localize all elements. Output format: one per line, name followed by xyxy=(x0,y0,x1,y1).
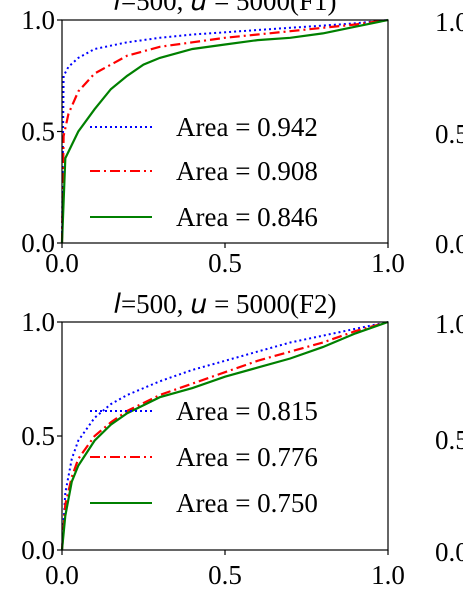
x-tick-label: 0.5 xyxy=(208,560,242,590)
series-line-2 xyxy=(60,320,389,551)
chart-title: l=500, u = 5000(F1) xyxy=(113,0,336,17)
title-var-l: l xyxy=(113,289,121,320)
legend-label-2: Area = 0.750 xyxy=(176,488,318,518)
partial-y-tick-label: 1.0 xyxy=(435,309,463,339)
title-var-l: l xyxy=(113,0,121,17)
partial-y-tick-label: 0.0 xyxy=(435,229,463,259)
roc-panel-f1: l=500, u = 5000(F1) 0.00.0 0.5 0.5 1.0 1.0 Are… xyxy=(21,0,405,278)
y-tick-label: 1.0 xyxy=(21,307,55,337)
series-line-1 xyxy=(60,320,389,551)
partial-y-tick-label: 1.0 xyxy=(435,7,463,37)
x-tick-label: 0.5 xyxy=(208,248,242,278)
partial-y-tick-label: 0.5 xyxy=(435,425,463,455)
title-text-end: = 5000(F2) xyxy=(207,289,336,319)
legend-label-1: Area = 0.908 xyxy=(176,156,318,186)
title-text-end: = 5000(F1) xyxy=(207,0,336,16)
partial-right-panels: 1.0 0.5 0.0 1.0 0.5 0.0 xyxy=(435,7,463,567)
x-tick-label: 1.0 xyxy=(371,560,405,590)
x-tick-label: 1.0 xyxy=(371,248,405,278)
partial-y-tick-label: 0.0 xyxy=(435,537,463,567)
title-text-mid: =500, xyxy=(121,289,190,319)
roc-panel-f2: l=500, u = 5000(F2) 0.00.0 0.5 0.5 1.0 1.0 Are… xyxy=(21,289,405,590)
y-tick-label: 0.0 xyxy=(21,228,55,258)
y-tick-label: 0.5 xyxy=(21,421,55,451)
x-tick-label: 0.0 xyxy=(45,248,79,278)
legend-label-2: Area = 0.846 xyxy=(176,202,318,232)
chart-title: l=500, u = 5000(F2) xyxy=(113,289,336,320)
partial-y-tick-label: 0.5 xyxy=(435,119,463,149)
legend-label-1: Area = 0.776 xyxy=(176,442,318,472)
x-tick-label: 0.0 xyxy=(45,560,79,590)
title-var-u: u xyxy=(190,0,207,17)
legend-label-0: Area = 0.942 xyxy=(176,112,318,142)
y-tick-label: 0.5 xyxy=(21,117,55,147)
series-line-0 xyxy=(61,19,389,244)
y-tick-label: 1.0 xyxy=(21,5,55,35)
legend-label-0: Area = 0.815 xyxy=(176,396,318,426)
series-line-2 xyxy=(60,18,389,244)
y-tick-label: 0.0 xyxy=(21,535,55,565)
title-text-mid: =500, xyxy=(121,0,190,16)
series-line-1 xyxy=(60,18,389,244)
title-var-u: u xyxy=(190,289,207,320)
